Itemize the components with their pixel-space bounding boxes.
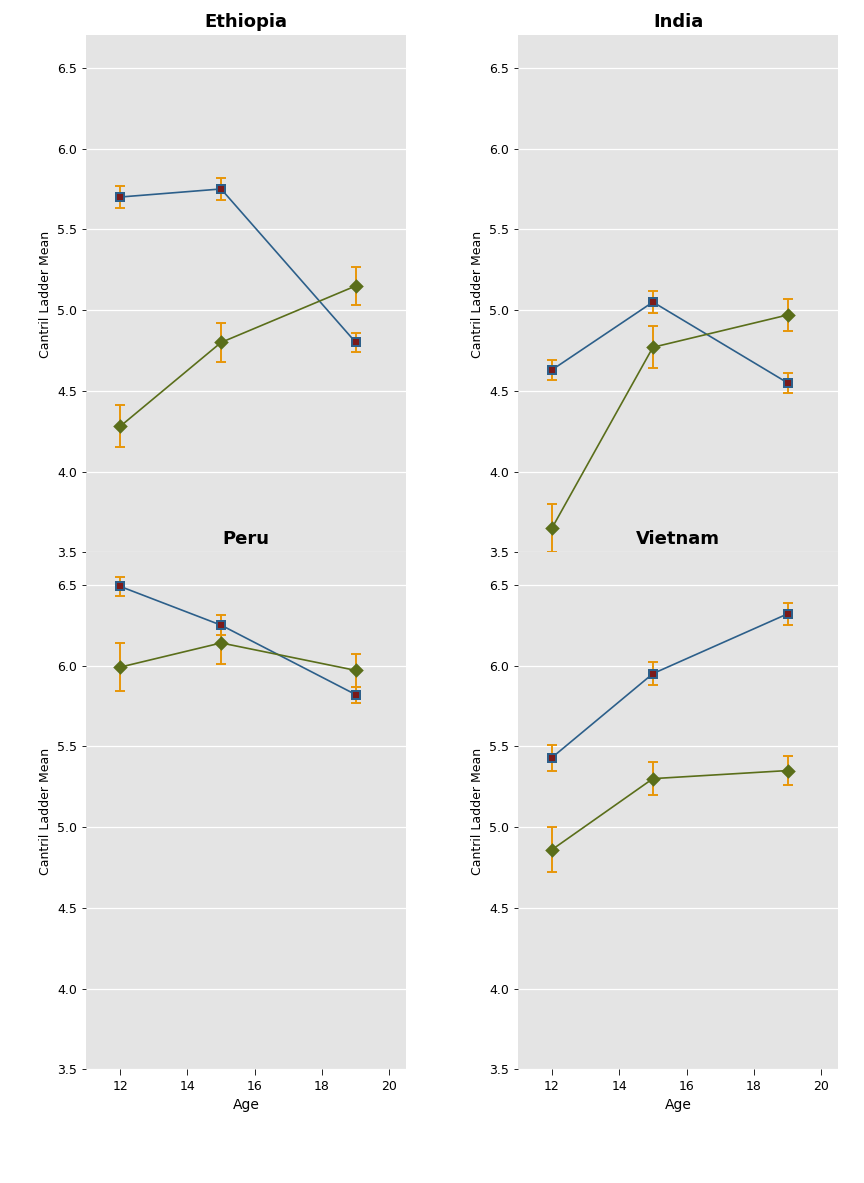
- Point: [781, 605, 795, 623]
- Point: [349, 685, 363, 704]
- Point: [349, 661, 363, 680]
- Point: [113, 658, 127, 677]
- Legend: Younger Cohort, Older Cohort: Younger Cohort, Older Cohort: [546, 1004, 810, 1019]
- X-axis label: Age: Age: [233, 581, 260, 595]
- Point: [646, 338, 660, 357]
- Point: [781, 374, 795, 393]
- Point: [646, 292, 660, 311]
- Point: [214, 180, 228, 199]
- Y-axis label: Cantril Ladder Mean: Cantril Ladder Mean: [39, 231, 52, 357]
- Point: [113, 577, 127, 596]
- Point: [214, 180, 228, 199]
- Y-axis label: Cantril Ladder Mean: Cantril Ladder Mean: [39, 748, 52, 874]
- Point: [545, 748, 559, 767]
- Point: [545, 748, 559, 767]
- X-axis label: Age: Age: [664, 1098, 691, 1112]
- Point: [214, 332, 228, 351]
- Point: [113, 416, 127, 435]
- X-axis label: Age: Age: [664, 581, 691, 595]
- Point: [646, 769, 660, 788]
- Point: [545, 361, 559, 380]
- Point: [113, 188, 127, 207]
- Title: Peru: Peru: [223, 530, 270, 548]
- Point: [214, 633, 228, 652]
- Point: [349, 685, 363, 704]
- Y-axis label: Cantril Ladder Mean: Cantril Ladder Mean: [471, 748, 484, 874]
- Title: Vietnam: Vietnam: [636, 530, 721, 548]
- Point: [646, 292, 660, 311]
- Point: [214, 615, 228, 634]
- Point: [349, 277, 363, 296]
- Point: [214, 615, 228, 634]
- Point: [545, 519, 559, 538]
- Point: [349, 332, 363, 351]
- Point: [349, 332, 363, 351]
- Point: [646, 664, 660, 683]
- Point: [781, 374, 795, 393]
- Legend: Younger Cohort, Older Cohort: Younger Cohort, Older Cohort: [114, 1004, 378, 1019]
- Point: [113, 577, 127, 596]
- Y-axis label: Cantril Ladder Mean: Cantril Ladder Mean: [471, 231, 484, 357]
- Point: [545, 361, 559, 380]
- Point: [113, 188, 127, 207]
- Title: Ethiopia: Ethiopia: [205, 13, 288, 31]
- Point: [646, 664, 660, 683]
- Title: India: India: [653, 13, 703, 31]
- Point: [781, 605, 795, 623]
- X-axis label: Age: Age: [233, 1098, 260, 1112]
- Point: [545, 840, 559, 859]
- Point: [781, 305, 795, 324]
- Point: [781, 761, 795, 780]
